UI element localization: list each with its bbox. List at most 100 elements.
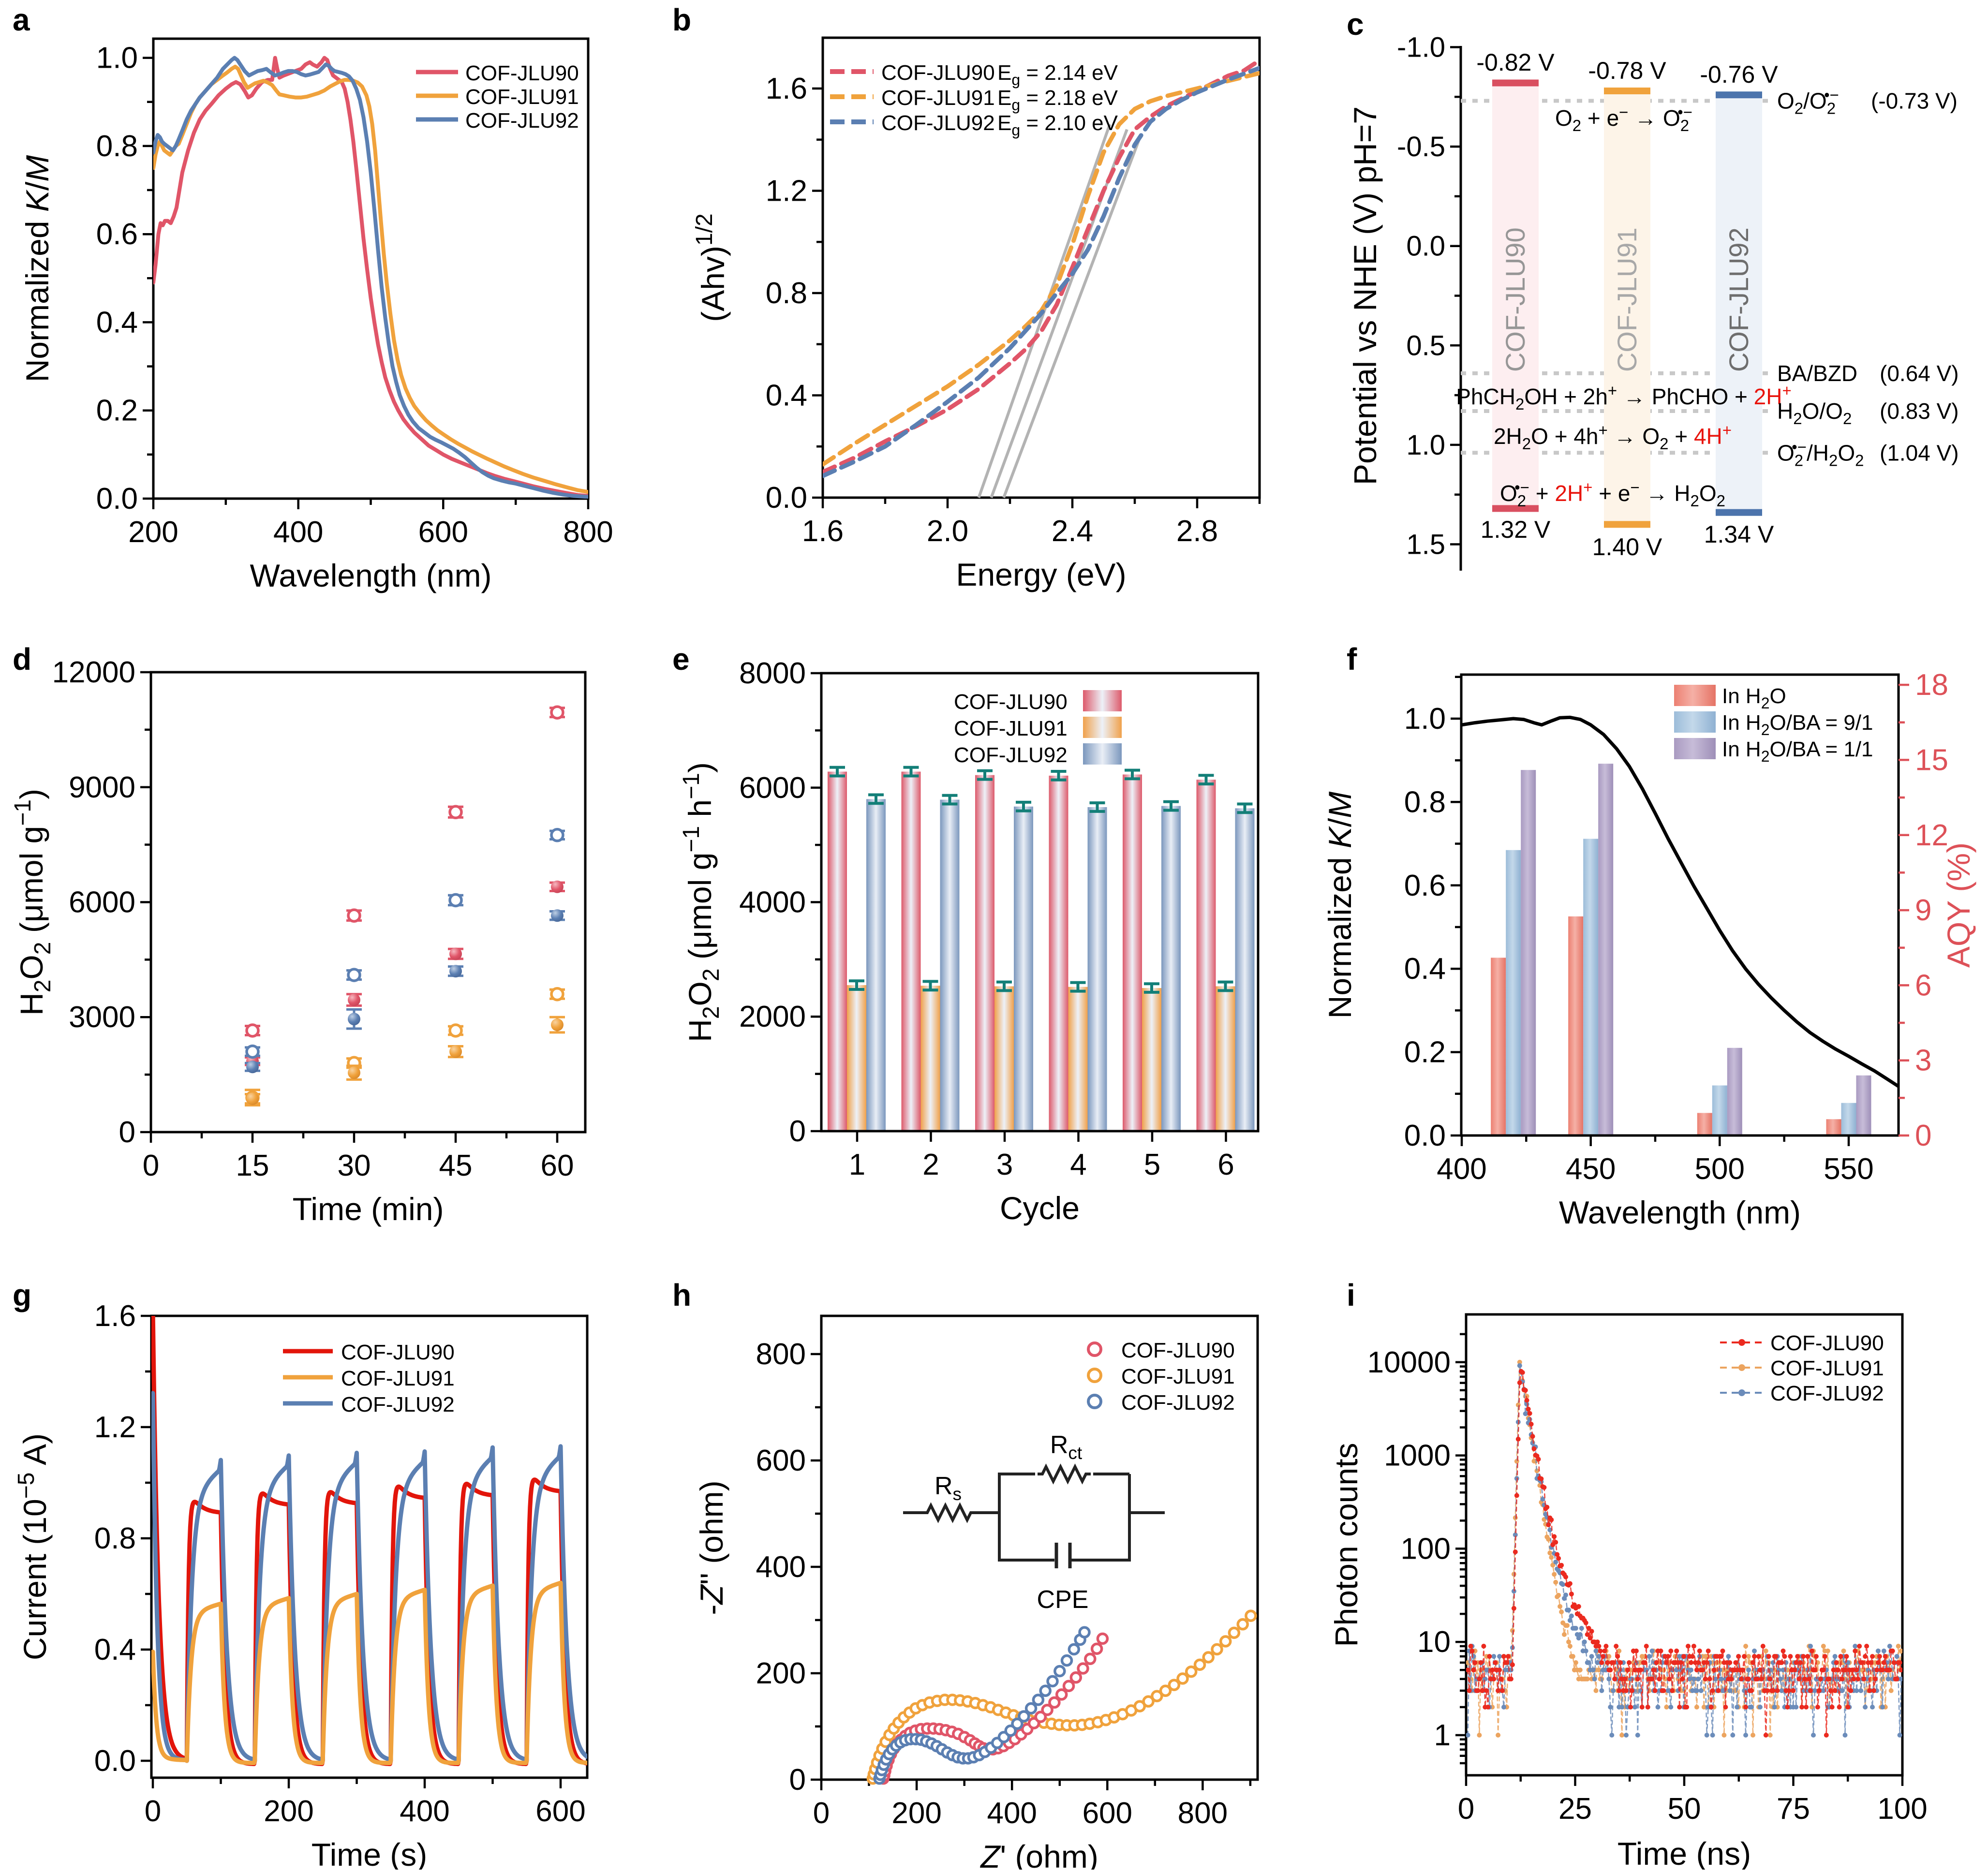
svg-text:60: 60 bbox=[541, 1149, 574, 1182]
svg-text:Rs: Rs bbox=[935, 1472, 962, 1504]
svg-text:O2 + e− → O2•−: O2 + e− → O2•− bbox=[1555, 103, 1692, 134]
svg-text:1.6: 1.6 bbox=[94, 1299, 136, 1333]
svg-text:1.0: 1.0 bbox=[1404, 702, 1446, 736]
svg-text:0.8: 0.8 bbox=[766, 277, 807, 310]
svg-text:2000: 2000 bbox=[739, 1000, 806, 1033]
svg-text:100: 100 bbox=[1401, 1532, 1451, 1565]
svg-text:0.2: 0.2 bbox=[1404, 1036, 1446, 1069]
svg-text:0: 0 bbox=[1915, 1119, 1931, 1152]
svg-text:Wavelength (nm): Wavelength (nm) bbox=[250, 558, 491, 593]
svg-text:AQY (%): AQY (%) bbox=[1941, 842, 1976, 968]
svg-text:e: e bbox=[672, 642, 690, 677]
svg-text:6000: 6000 bbox=[739, 771, 806, 805]
svg-text:0.4: 0.4 bbox=[96, 306, 138, 339]
svg-text:45: 45 bbox=[439, 1149, 473, 1182]
svg-text:1.0: 1.0 bbox=[96, 42, 138, 75]
svg-text:15: 15 bbox=[1915, 743, 1948, 777]
svg-text:0.0: 0.0 bbox=[94, 1744, 136, 1778]
svg-text:COF-JLU91: COF-JLU91 bbox=[1612, 227, 1642, 372]
svg-text:PhCH2OH + 2h+ → PhCHO + 2H+: PhCH2OH + 2h+ → PhCHO + 2H+ bbox=[1456, 382, 1792, 413]
svg-text:0: 0 bbox=[789, 1763, 806, 1797]
svg-text:g: g bbox=[13, 1278, 31, 1312]
svg-text:0.2: 0.2 bbox=[96, 394, 138, 427]
svg-text:9: 9 bbox=[1915, 894, 1931, 927]
svg-text:1.2: 1.2 bbox=[94, 1411, 136, 1444]
svg-text:6: 6 bbox=[1915, 969, 1931, 1002]
svg-text:Potential vs NHE (V) pH=7: Potential vs NHE (V) pH=7 bbox=[1347, 106, 1383, 485]
svg-text:Wavelength (nm): Wavelength (nm) bbox=[1559, 1194, 1801, 1230]
svg-text:100: 100 bbox=[1877, 1792, 1927, 1826]
svg-text:600: 600 bbox=[535, 1795, 585, 1828]
svg-text:200: 200 bbox=[891, 1797, 941, 1830]
svg-text:500: 500 bbox=[1695, 1152, 1745, 1186]
svg-text:h: h bbox=[672, 1278, 691, 1312]
svg-text:1000: 1000 bbox=[1384, 1439, 1451, 1473]
svg-text:0.0: 0.0 bbox=[766, 481, 807, 515]
svg-text:0.4: 0.4 bbox=[1404, 952, 1446, 986]
svg-text:COF-JLU92: COF-JLU92 bbox=[1121, 1391, 1235, 1415]
svg-text:5: 5 bbox=[1144, 1148, 1160, 1181]
svg-text:800: 800 bbox=[1178, 1797, 1228, 1830]
svg-text:a: a bbox=[13, 2, 30, 37]
svg-text:600: 600 bbox=[1083, 1797, 1132, 1830]
svg-text:1.32 V: 1.32 V bbox=[1481, 516, 1551, 543]
svg-text:f: f bbox=[1347, 642, 1357, 677]
svg-text:b: b bbox=[672, 2, 691, 37]
svg-text:-0.82 V: -0.82 V bbox=[1476, 49, 1555, 76]
svg-text:1.2: 1.2 bbox=[766, 175, 807, 208]
svg-text:COF-JLU90: COF-JLU90 bbox=[465, 61, 579, 85]
svg-text:COF-JLU92: COF-JLU92 bbox=[465, 109, 579, 133]
svg-text:COF-JLU91: COF-JLU91 bbox=[465, 85, 579, 109]
svg-text:9000: 9000 bbox=[69, 771, 135, 804]
svg-text:800: 800 bbox=[563, 516, 613, 549]
svg-text:COF-JLU90: COF-JLU90 bbox=[1500, 227, 1530, 372]
svg-text:COF-JLU91: COF-JLU91 bbox=[341, 1367, 455, 1390]
svg-text:Energy (eV): Energy (eV) bbox=[956, 557, 1126, 592]
svg-text:50: 50 bbox=[1668, 1792, 1701, 1826]
svg-text:O2•− + 2H+ + e− → H2O2: O2•− + 2H+ + e− → H2O2 bbox=[1500, 478, 1725, 510]
svg-text:COF-JLU92: COF-JLU92 bbox=[881, 111, 995, 135]
svg-text:H2O/O2: H2O/O2 bbox=[1777, 398, 1852, 427]
svg-text:Time (s): Time (s) bbox=[312, 1837, 428, 1870]
svg-text:0.0: 0.0 bbox=[1406, 231, 1445, 262]
svg-text:400: 400 bbox=[400, 1795, 449, 1828]
svg-text:10: 10 bbox=[1417, 1625, 1451, 1659]
svg-text:O2•−/H2O2: O2•−/H2O2 bbox=[1777, 438, 1864, 469]
svg-text:1.0: 1.0 bbox=[1406, 429, 1445, 461]
svg-text:Eg = 2.14 eV: Eg = 2.14 eV bbox=[997, 61, 1118, 88]
svg-text:Cycle: Cycle bbox=[1000, 1190, 1080, 1226]
svg-text:COF-JLU91: COF-JLU91 bbox=[881, 86, 995, 110]
svg-text:COF-JLU90: COF-JLU90 bbox=[341, 1341, 455, 1364]
svg-text:Rct: Rct bbox=[1050, 1431, 1083, 1463]
svg-text:i: i bbox=[1347, 1278, 1355, 1312]
svg-text:200: 200 bbox=[128, 516, 178, 549]
svg-text:2: 2 bbox=[922, 1148, 939, 1181]
svg-text:0.5: 0.5 bbox=[1406, 330, 1445, 361]
svg-text:Time (ns): Time (ns) bbox=[1617, 1836, 1751, 1870]
svg-text:COF-JLU90: COF-JLU90 bbox=[881, 61, 995, 85]
svg-text:Current (10−5 A): Current (10−5 A) bbox=[14, 1433, 53, 1660]
svg-text:In H2O/BA = 9/1: In H2O/BA = 9/1 bbox=[1722, 711, 1873, 738]
svg-text:1.34 V: 1.34 V bbox=[1704, 521, 1774, 548]
svg-text:400: 400 bbox=[987, 1797, 1037, 1830]
svg-text:1.6: 1.6 bbox=[802, 515, 844, 548]
svg-text:COF-JLU92: COF-JLU92 bbox=[954, 743, 1068, 767]
svg-text:In H2O: In H2O bbox=[1722, 684, 1786, 712]
svg-text:0.4: 0.4 bbox=[94, 1633, 136, 1666]
svg-text:Photon counts: Photon counts bbox=[1328, 1443, 1364, 1647]
svg-text:Normalized K/M: Normalized K/M bbox=[19, 155, 55, 382]
svg-text:Eg = 2.10 eV: Eg = 2.10 eV bbox=[997, 111, 1118, 139]
svg-text:75: 75 bbox=[1777, 1792, 1810, 1826]
svg-text:-1.0: -1.0 bbox=[1397, 32, 1445, 63]
svg-text:In H2O/BA = 1/1: In H2O/BA = 1/1 bbox=[1722, 737, 1873, 765]
svg-text:COF-JLU90: COF-JLU90 bbox=[954, 690, 1068, 714]
svg-text:COF-JLU91: COF-JLU91 bbox=[954, 717, 1068, 740]
svg-text:H2O2 (μmol g−1 h−1): H2O2 (μmol g−1 h−1) bbox=[679, 762, 724, 1042]
svg-text:(0.64 V): (0.64 V) bbox=[1880, 361, 1959, 386]
svg-text:25: 25 bbox=[1558, 1792, 1592, 1826]
svg-text:0: 0 bbox=[813, 1797, 830, 1830]
svg-text:(1.04 V): (1.04 V) bbox=[1880, 440, 1959, 465]
svg-text:2.4: 2.4 bbox=[1052, 515, 1093, 548]
svg-text:4: 4 bbox=[1070, 1148, 1086, 1181]
svg-text:10000: 10000 bbox=[1367, 1346, 1451, 1379]
